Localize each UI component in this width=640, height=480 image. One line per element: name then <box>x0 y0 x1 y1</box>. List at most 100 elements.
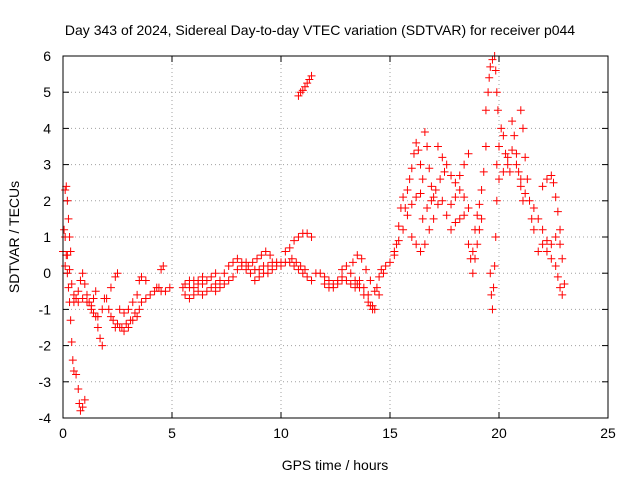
data-point <box>65 265 74 274</box>
data-point <box>211 287 220 296</box>
data-point <box>62 182 71 191</box>
data-point <box>488 305 497 314</box>
data-point <box>244 261 253 270</box>
data-point <box>165 283 174 292</box>
data-point <box>399 225 408 234</box>
data-point <box>488 55 497 64</box>
data-point <box>418 175 427 184</box>
data-point <box>80 395 89 404</box>
data-point <box>379 269 388 278</box>
data-point <box>320 280 329 289</box>
data-point <box>518 124 527 133</box>
data-point <box>303 229 312 238</box>
data-point <box>512 160 521 169</box>
data-point <box>364 290 373 299</box>
data-point <box>74 287 83 296</box>
data-point <box>475 225 484 234</box>
data-point <box>558 290 567 299</box>
data-point <box>63 251 72 260</box>
data-point <box>556 240 565 249</box>
data-point <box>451 193 460 202</box>
data-point <box>67 280 76 289</box>
grid <box>63 56 608 418</box>
data-point <box>111 272 120 281</box>
data-point <box>261 247 270 256</box>
data-point <box>489 283 498 292</box>
data-point <box>412 193 421 202</box>
data-point <box>375 272 384 281</box>
data-point <box>300 82 309 91</box>
data-point <box>479 167 488 176</box>
data-point <box>420 240 429 249</box>
data-point <box>425 164 434 173</box>
y-tick-label: 4 <box>43 120 51 136</box>
x-tick-label: 20 <box>491 425 507 441</box>
data-point <box>113 269 122 278</box>
data-point <box>277 261 285 270</box>
data-point <box>405 175 414 184</box>
data-point <box>447 171 456 180</box>
data-point <box>471 254 480 263</box>
data-point <box>495 175 503 184</box>
data-point <box>242 265 251 274</box>
data-point <box>211 269 220 278</box>
data-point <box>407 233 416 241</box>
data-point <box>198 290 207 299</box>
x-axis-label: GPS time / hours <box>282 457 389 473</box>
data-point <box>525 196 534 205</box>
data-point <box>399 193 408 202</box>
data-point <box>429 193 438 202</box>
data-point <box>556 283 565 292</box>
data-point <box>329 283 338 292</box>
data-point <box>490 261 499 270</box>
data-point <box>534 247 543 256</box>
data-point <box>124 323 133 332</box>
data-point <box>412 240 421 249</box>
data-point <box>303 272 312 281</box>
data-point <box>377 265 386 274</box>
data-point <box>473 211 482 220</box>
data-point <box>137 272 146 281</box>
data-point <box>451 178 460 187</box>
plot-frame <box>62 55 609 419</box>
data-point <box>120 327 129 336</box>
data-point <box>553 272 562 281</box>
data-point <box>63 196 72 205</box>
data-point <box>551 261 560 270</box>
data-point <box>268 265 277 274</box>
data-point <box>296 261 305 270</box>
data-point <box>487 290 496 299</box>
data-point <box>547 171 556 180</box>
data-point <box>152 283 161 292</box>
data-point <box>420 128 429 137</box>
data-point <box>229 272 238 281</box>
data-point <box>416 247 425 256</box>
data-point <box>460 211 469 220</box>
data-point <box>538 225 547 234</box>
data-point <box>141 276 150 285</box>
data-point <box>433 142 442 151</box>
data-point <box>133 312 142 321</box>
data-point <box>442 160 451 169</box>
data-point <box>128 316 137 325</box>
data-point <box>76 406 85 415</box>
data-point <box>438 153 447 162</box>
data-point <box>181 290 190 299</box>
data-point <box>353 251 362 260</box>
data-point <box>189 290 198 299</box>
data-point <box>255 272 264 281</box>
data-point <box>516 106 525 115</box>
data-point <box>431 185 440 194</box>
data-point <box>115 305 124 314</box>
y-tick-label: 3 <box>43 157 51 173</box>
data-point <box>370 287 379 296</box>
data-point <box>224 276 233 285</box>
data-point <box>342 261 351 270</box>
data-point <box>497 124 506 133</box>
data-point <box>229 258 238 267</box>
data-point <box>63 269 72 278</box>
data-point <box>491 233 500 241</box>
data-point <box>394 236 403 245</box>
data-point <box>521 189 530 198</box>
